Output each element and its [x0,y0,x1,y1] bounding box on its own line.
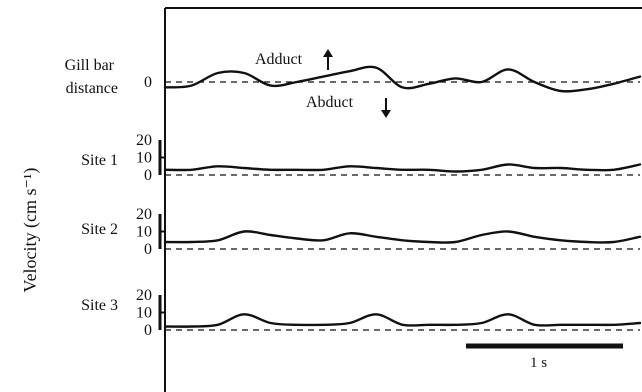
series-line-3 [163,313,642,328]
tick-label: 10 [136,150,152,167]
series-line-2 [163,230,642,244]
adduct-label: Adduct [255,51,303,68]
tick-label: 10 [136,305,152,322]
y-axis-label: Velocity (cm s⁻¹) [20,168,41,293]
adduct-arrow-icon [323,49,333,70]
abduct-label: Abduct [306,94,354,111]
tick-label: 20 [136,132,152,149]
series-line-1 [163,163,642,173]
panel-label-gill-bar-line1: Gill bar [65,57,115,74]
tick-label: 0 [144,74,152,91]
tick-label: 20 [136,206,152,223]
panel-label-site-3: Site 3 [81,297,118,314]
abduct-arrow-icon [381,98,391,118]
tick-label: 0 [144,322,152,339]
scale-bar-label: 1 s [530,355,547,371]
tick-label: 20 [136,287,152,304]
series-line-0 [163,65,642,93]
tick-label: 0 [144,167,152,184]
panel-label-site-2: Site 2 [81,221,118,238]
panel-label-gill-bar: Gill bar distance [65,57,118,97]
tick-label: 0 [144,241,152,258]
panel-label-gill-bar-line2: distance [66,80,118,97]
tick-label: 10 [136,224,152,241]
panel-label-site-1: Site 1 [81,152,118,169]
